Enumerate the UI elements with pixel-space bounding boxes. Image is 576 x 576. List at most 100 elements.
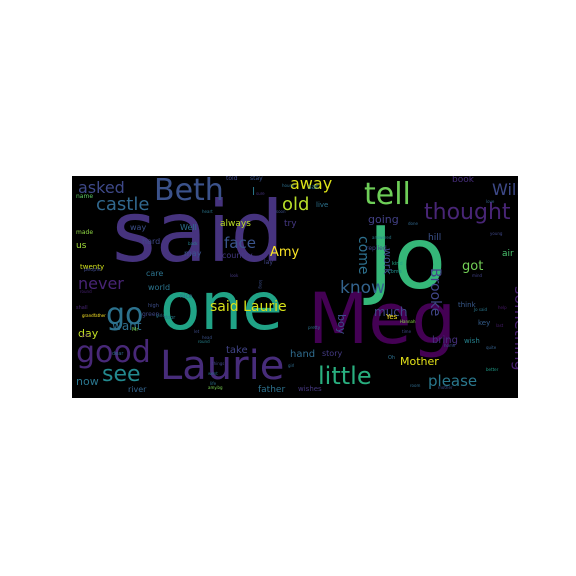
word-cloud-word: twenty	[80, 263, 105, 271]
word-cloud-word: room	[410, 383, 421, 388]
word-cloud-word: girl	[288, 363, 295, 368]
word-cloud-word: last	[496, 323, 504, 328]
word-cloud-word: sat	[308, 183, 319, 191]
word-cloud-word: thought	[424, 200, 511, 225]
word-cloud-word: Beth	[154, 176, 224, 208]
word-cloud-word: old	[282, 194, 310, 215]
word-cloud-word: hill	[428, 233, 442, 243]
word-cloud-word: mind	[472, 273, 483, 278]
word-cloud-word: lay	[264, 259, 273, 266]
word-cloud-word: wish	[464, 337, 480, 345]
word-cloud-word: shall	[76, 305, 88, 311]
word-cloud-word: something	[511, 286, 518, 371]
word-cloud-word: come	[388, 269, 402, 275]
word-cloud-word: went	[208, 371, 218, 376]
word-cloud-word: stay	[250, 176, 263, 182]
word-cloud-word: love	[486, 199, 495, 204]
word-cloud-word: river	[128, 385, 147, 394]
word-cloud-word: way	[130, 223, 147, 232]
word-cloud-word: go	[106, 297, 144, 332]
word-cloud-word: green	[142, 311, 160, 318]
word-cloud-word: care	[146, 269, 164, 278]
word-cloud-word: better	[486, 367, 499, 372]
word-cloud-word: think	[458, 301, 476, 309]
word-cloud-word: Yes	[386, 313, 398, 321]
word-cloud-word: said	[112, 183, 284, 281]
word-cloud-word: name	[76, 193, 94, 200]
word-cloud-word: father	[258, 385, 286, 395]
word-cloud-word: long	[258, 280, 263, 289]
word-cloud-word: one	[160, 268, 283, 345]
word-cloud-word: said Laurie	[210, 299, 287, 315]
word-cloud-word: Will	[492, 180, 518, 199]
word-cloud-word: Brooke	[427, 268, 443, 317]
word-cloud-word: round	[80, 289, 92, 294]
word-cloud-word: home	[444, 343, 456, 348]
word-cloud-word: John	[82, 333, 91, 338]
word-cloud-word: door	[164, 315, 176, 321]
word-cloud-word: amy.bg	[208, 385, 223, 390]
word-cloud-word: got	[462, 259, 484, 274]
word-cloud-word: Hannah	[400, 319, 416, 324]
word-cloud-word: bring	[432, 335, 458, 346]
word-cloud-word: see	[102, 362, 141, 387]
word-cloud-word: face	[224, 234, 256, 252]
word-cloud-word: day	[78, 327, 99, 340]
word-cloud-word: l	[252, 185, 256, 198]
word-cloud-word: much	[374, 305, 408, 319]
word-cloud-word: good	[76, 335, 151, 370]
word-cloud-word: away	[290, 176, 333, 193]
word-cloud-word: grandfather	[82, 313, 106, 318]
word-cloud-word: kind	[392, 261, 403, 267]
word-cloud-word: hand	[290, 349, 316, 360]
word-cloud-word: high	[148, 303, 159, 309]
word-cloud-word: castle	[96, 194, 150, 215]
word-cloud-word: girls	[156, 313, 165, 318]
word-cloud-word: going	[368, 213, 399, 226]
word-cloud-word: mother	[438, 385, 453, 390]
word-cloud-word: always	[220, 219, 251, 229]
word-cloud-word: wishes	[298, 385, 322, 393]
word-cloud-word: Laurie	[160, 343, 285, 389]
word-cloud-word: come	[355, 236, 371, 275]
word-cloud-word: house	[282, 183, 295, 188]
word-cloud-word: dear	[112, 351, 124, 357]
word-cloud-word: Well	[180, 223, 197, 232]
word-cloud-word: young	[490, 231, 503, 236]
word-cloud-word: Jo	[368, 209, 446, 309]
word-cloud-word: soon	[276, 209, 286, 214]
word-cloud-word: look	[230, 273, 239, 278]
word-cloud-word: Jo said	[474, 307, 488, 312]
word-cloud-word: boy	[335, 314, 348, 335]
word-cloud-word: things	[212, 361, 225, 366]
word-cloud-word: now	[76, 375, 99, 388]
word-cloud-word: air	[502, 249, 514, 259]
word-cloud-word: Mother	[400, 355, 439, 368]
word-cloud-word: Oh	[388, 355, 396, 361]
word-cloud-word: heart	[202, 209, 213, 214]
word-cloud-word: hard	[142, 237, 161, 246]
word-cloud-word: little	[318, 362, 372, 390]
word-cloud-word: quite	[486, 345, 497, 350]
word-cloud-word: want	[112, 319, 142, 333]
word-cloud-word: asked	[78, 178, 125, 197]
word-cloud-word: please	[428, 372, 478, 390]
word-cloud-word: time	[402, 329, 412, 334]
word-cloud-word: Amy	[270, 245, 300, 260]
word-cloud-word: people	[84, 267, 101, 273]
word-cloud-word: made	[76, 229, 94, 236]
word-cloud-word: help	[498, 305, 507, 310]
word-cloud-word: answered	[372, 235, 392, 240]
word-cloud-word: life	[210, 381, 217, 386]
word-cloud-word: know	[340, 278, 385, 298]
word-cloud-word: never	[78, 274, 124, 293]
word-cloud-word: Mr	[132, 327, 139, 333]
word-cloud-word: tell	[364, 177, 411, 212]
word-cloud-word: done	[408, 221, 418, 226]
word-cloud-word: nice	[180, 293, 193, 300]
word-cloud-word: pretty	[308, 325, 321, 330]
word-cloud-word: sure	[256, 191, 265, 196]
word-cloud-word: live	[316, 201, 329, 209]
word-cloud-word: replied	[366, 245, 387, 252]
word-cloud-word: may	[184, 249, 202, 258]
